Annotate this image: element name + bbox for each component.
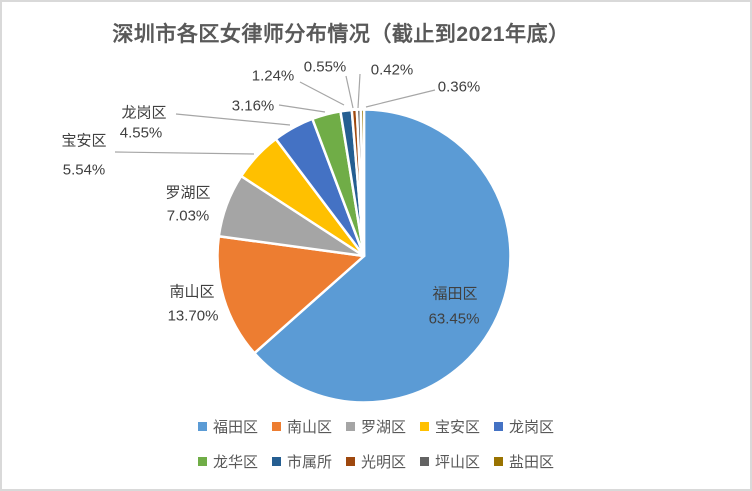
pie-data-label: 1.24% [251,67,295,85]
pie-data-label: 宝安区 [61,132,107,150]
legend-label: 罗湖区 [360,419,406,436]
legend-label: 盐田区 [509,454,555,471]
legend-label: 龙华区 [212,454,258,471]
legend-swatch-icon [197,457,207,466]
legend-item[interactable]: 宝安区 [420,416,480,437]
legend-item[interactable]: 盐田区 [494,451,554,472]
pie-data-label: 南山区 [169,283,215,301]
legend-label: 市属所 [286,454,332,471]
pie-data-label: 龙岗区 [121,104,167,122]
pie-data-label: 7.03% [166,207,210,225]
leader-line [357,73,361,109]
leader-line [345,75,354,109]
legend-swatch-icon [271,457,281,466]
legend-item[interactable]: 龙岗区 [494,416,554,437]
legend-label: 龙岗区 [509,419,555,436]
legend-swatch-icon [271,422,281,431]
legend-item[interactable]: 光明区 [345,451,406,472]
pie-slice-10[interactable] [359,108,366,258]
pie-data-label: 63.45% [428,310,480,328]
legend-swatch-icon [494,457,504,466]
leader-line [114,151,255,155]
leader-line [278,104,326,113]
legend-label: 光明区 [360,454,406,471]
pie-data-label: 罗湖区 [165,184,211,202]
leader-line [299,81,345,106]
pie-data-label: 13.70% [167,307,219,325]
legend-item[interactable]: 福田区 [197,416,258,437]
pie-data-label: 0.42% [370,61,414,79]
legend-row: 福田区 南山区 罗湖区 宝安区 龙岗区 [197,416,554,437]
pie-data-label: 福田区 [432,285,478,303]
legend-label: 宝安区 [435,419,481,436]
pie-data-label: 3.16% [231,97,275,115]
legend-item[interactable]: 龙华区 [197,451,258,472]
legend-swatch-icon [420,422,429,431]
legend-swatch-icon [345,422,355,431]
leader-line [365,89,436,108]
legend-label: 坪山区 [435,454,481,471]
legend-swatch-icon [345,457,355,466]
pie-slice-2[interactable] [216,235,366,355]
legend-item[interactable]: 坪山区 [420,451,480,472]
legend-item[interactable]: 市属所 [271,451,332,472]
legend-swatch-icon [197,422,207,431]
pie-slice-1[interactable] [253,108,512,404]
pie-data-label: 0.55% [303,58,347,76]
chart-title: 深圳市各区女律师分布情况（截止到2021年底） [112,23,570,46]
legend-swatch-icon [494,422,504,431]
pie-data-label: 0.36% [437,78,481,96]
pie-data-label: 4.55% [119,124,163,142]
legend-swatch-icon [420,457,429,466]
legend-label: 南山区 [286,419,332,436]
pie-data-label: 5.54% [62,161,106,179]
chart-legend: 福田区 南山区 罗湖区 宝安区 龙岗区龙华区 市属所 光明区 坪山区 盐田区 [2,416,750,472]
legend-row: 龙华区 市属所 光明区 坪山区 盐田区 [197,451,554,472]
legend-item[interactable]: 南山区 [271,416,332,437]
leader-line [175,113,291,126]
legend-label: 福田区 [212,419,258,436]
legend-item[interactable]: 罗湖区 [345,416,406,437]
